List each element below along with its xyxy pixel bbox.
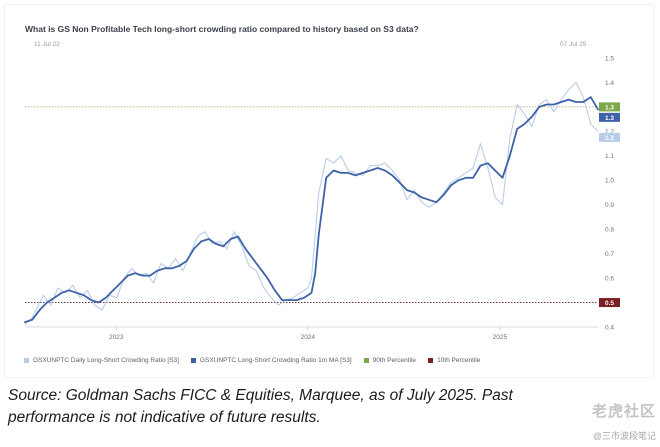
x-tick-label: 2025 [493, 334, 508, 341]
daily-ratio-series-line [24, 81, 599, 325]
watermark-handle: @三市波段笔记 [592, 431, 656, 441]
daily-value-badge-bg [599, 132, 620, 142]
chart-title: What is GS Non Profitable Tech long-shor… [25, 24, 419, 34]
10th-percentile-badge-label: 0.5 [605, 300, 614, 307]
watermark: 老虎社区 @三市波段笔记 [560, 400, 656, 442]
legend-item: 90th Percentile [363, 357, 417, 364]
legend-item: GSXUNPTC Long-Short Crowding Ratio 1m MA… [190, 357, 352, 364]
watermark-brand: 老虎社区 [591, 403, 656, 420]
legend-item: GSXUNPTC Daily Long-Short Crowding Ratio… [24, 357, 179, 364]
date-range-start: 11 Jul 22 [34, 41, 60, 48]
legend-label: GSXUNPTC Long-Short Crowding Ratio 1m MA… [199, 357, 352, 364]
legend-swatch [190, 358, 196, 363]
y-tick-label: 1.4 [605, 80, 614, 87]
10th-percentile-badge-bg [599, 298, 620, 308]
y-tick-label: 0.7 [605, 251, 614, 258]
y-tick-label: 1.1 [605, 153, 614, 160]
source-footnote: Source: Goldman Sachs FICC & Equities, M… [8, 387, 513, 426]
90th-percentile-badge-bg [599, 102, 620, 112]
legend-label: 90th Percentile [372, 357, 417, 364]
chart-legend: GSXUNPTC Daily Long-Short Crowding Ratio… [24, 357, 480, 364]
y-tick-label: 1.0 [605, 178, 614, 185]
daily-value-badge-label: 1.2 [605, 135, 614, 142]
legend-label: GSXUNPTC Daily Long-Short Crowding Ratio… [33, 357, 179, 364]
date-range-end: 07 Jul 25 [560, 41, 587, 48]
legend-swatch [363, 358, 369, 363]
y-tick-label: 0.9 [605, 202, 614, 209]
legend-swatch [428, 358, 434, 363]
y-tick-label: 0.4 [605, 324, 614, 331]
x-tick-label: 2023 [109, 334, 124, 341]
y-tick-label: 1.5 [605, 55, 614, 62]
y-tick-label: 0.6 [605, 275, 614, 282]
x-tick-label: 2024 [301, 334, 316, 341]
legend-label: 10th Percentile [437, 357, 481, 364]
ma-value-badge-label: 1.3 [605, 115, 614, 122]
legend-swatch [24, 358, 29, 363]
ma-value-badge-bg [599, 112, 620, 122]
90th-percentile-badge-label: 1.3 [605, 104, 614, 111]
legend-item: 10th Percentile [428, 357, 480, 364]
chart-panel [4, 4, 654, 378]
y-tick-label: 1.2 [605, 129, 614, 136]
y-tick-label: 0.8 [605, 226, 614, 233]
ma-ratio-series-line [24, 96, 599, 323]
